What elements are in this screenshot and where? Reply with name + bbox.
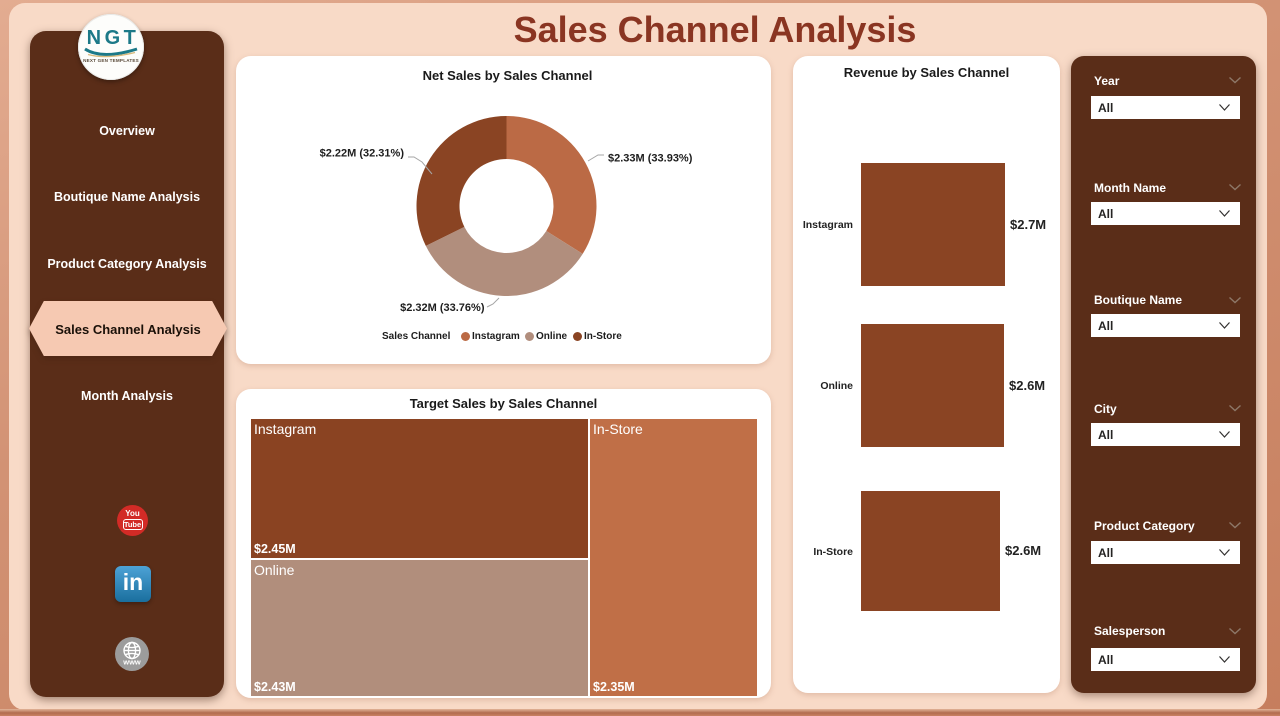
svg-text:$2.22M (32.31%): $2.22M (32.31%): [320, 148, 405, 160]
svg-text:www: www: [122, 658, 141, 667]
svg-text:$2.33M (33.93%): $2.33M (33.93%): [608, 153, 693, 165]
svg-text:$2.32M (33.76%): $2.32M (33.76%): [400, 302, 485, 314]
svg-text:NEXT GEN TEMPLATES: NEXT GEN TEMPLATES: [83, 58, 139, 63]
